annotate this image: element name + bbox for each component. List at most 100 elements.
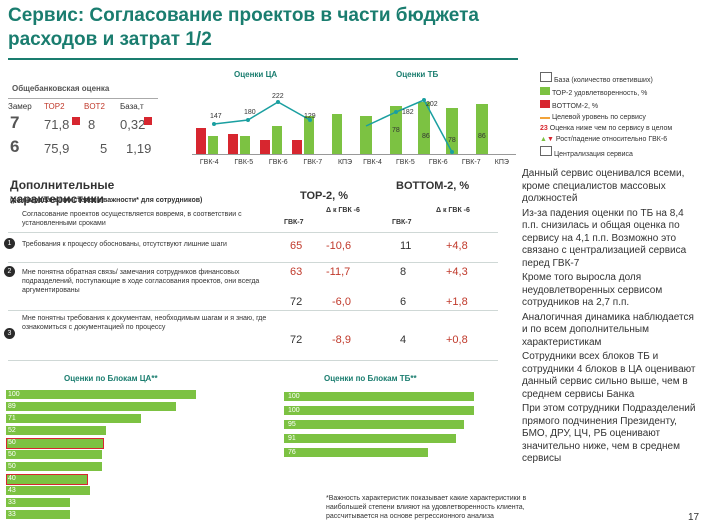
row3-bot2: 6	[400, 296, 407, 308]
row1-num: 1	[4, 238, 15, 249]
row1-text: Требования к процессу обоснованы, отсутс…	[22, 241, 227, 248]
row3-text: Мне понятны требования к документам, нео…	[22, 315, 267, 331]
blocks-tb: 100 100 95 91 76	[284, 390, 474, 470]
hdr-top2: ТОР2	[44, 102, 65, 111]
legend-swatch-top2	[540, 87, 550, 95]
block-ca-row-1	[6, 390, 196, 399]
block-ca-left-7: 50	[8, 463, 16, 470]
row1-bot2: 11	[400, 240, 412, 252]
row4-top2: 72	[290, 334, 303, 346]
down-arrow-icon	[72, 117, 80, 125]
chart-tb-axis: ГВК-4 ГВК-5 ГВК-6 ГВК-7 КПЭ	[356, 158, 516, 167]
row1-dbot: +4,8	[446, 240, 468, 252]
table-subheading: (ранжированы по степени важности* для со…	[10, 197, 203, 204]
bar-ca-green-4	[304, 116, 314, 154]
legend-change: Рост/падение относительно ГВК-6	[555, 136, 668, 143]
row1-bot2: 8	[88, 117, 96, 132]
chart-ca: 222 180 147 129	[192, 82, 360, 155]
tb-cat-4: ГВК-7	[461, 159, 481, 166]
tb-cat-2: ГВК-5	[396, 159, 415, 166]
bar-ca-green-3	[272, 126, 282, 154]
legend-top2: ТОР-2 удовлетворенность, %	[551, 90, 648, 97]
row2-text: Мне понятна обратная связь/ замечания со…	[22, 269, 260, 294]
ca-cat-2: ГВК-5	[234, 159, 254, 166]
down-arrow-icon	[144, 117, 152, 125]
ca-cat-5: КПЭ	[337, 159, 353, 166]
ca-label-3: 147	[210, 113, 222, 120]
hdr-bot2: BOT2	[84, 102, 105, 111]
up-arrow-icon: ▲	[540, 136, 547, 143]
bullet-6: При этом сотрудники Подразделений прямог…	[522, 403, 696, 464]
block-ca-left-1: 100	[8, 391, 20, 398]
row1-top2: 71,8	[44, 117, 70, 132]
legend-central: Централизация сервиса	[553, 151, 633, 158]
hdr-zamer: Замер	[8, 102, 32, 111]
ca-cat-1: ГВК-4	[199, 159, 219, 166]
legend: База (количество ответивших) ТОР-2 удовл…	[540, 72, 702, 159]
bullet-4: Аналогичная динамика наблюдается и по вс…	[522, 311, 694, 348]
block-tb-row-5	[284, 448, 428, 457]
row-divider	[8, 262, 498, 263]
block-ca-row-4	[6, 426, 106, 435]
bullet-5: Сотрудники всех блоков ТБ и сотрудники 4…	[522, 351, 696, 400]
down-arrow-icon: ▼	[546, 136, 554, 143]
col-gvk7-bot: ГВК-7	[392, 219, 412, 226]
row-divider	[8, 360, 498, 361]
tb-cat-1: ГВК-4	[363, 159, 382, 166]
row2-top2: 63	[290, 266, 303, 278]
row-divider	[8, 232, 498, 233]
legend-marker: 23	[540, 125, 548, 132]
chart-ca-title: Оценки ЦА	[234, 70, 278, 79]
blocks-ca: 100 89 71 52 50 50 50 40 43 33 33	[6, 388, 196, 526]
row-divider	[8, 310, 498, 311]
legend-swatch-target	[540, 117, 550, 119]
bar-tb-green-2	[390, 106, 402, 154]
block-ca-row-2	[6, 402, 176, 411]
row3-num: 3	[4, 328, 15, 339]
bullets: Данный сервис оценивался всеми, кроме сп…	[522, 168, 700, 466]
col-bottom2: BOTTOM-2, %	[396, 180, 470, 192]
legend-bot2: BOTTOM-2, %	[551, 103, 599, 110]
block-ca-left-6: 50	[8, 451, 16, 458]
block-ca-row-9	[6, 486, 90, 495]
chart-ca-line	[212, 100, 312, 126]
block-ca-left-5: 50	[8, 439, 16, 446]
col-delta-top: Δ к ГВК -6	[326, 207, 360, 214]
row2-num: 2	[4, 266, 15, 277]
block-ca-left-2: 89	[8, 403, 16, 410]
row0-text: Согласование проектов осуществляется вов…	[22, 211, 242, 227]
block-ca-left-11: 33	[8, 511, 16, 518]
col-gvk7-top: ГВК-7	[284, 219, 304, 226]
block-ca-left-10: 33	[8, 499, 16, 506]
legend-swatch-central	[540, 146, 552, 156]
tb-label-1: 202	[426, 101, 438, 108]
row2-top2: 75,9	[44, 141, 70, 156]
row4-dbot: +0,8	[446, 334, 468, 346]
bar-ca-red-2	[228, 134, 238, 154]
block-tb-left-2: 100	[288, 407, 300, 414]
row2-dbot: +4,3	[446, 266, 468, 278]
bar-ca-green-5	[332, 114, 342, 154]
block-tb-row-1	[284, 392, 474, 401]
table-heading: Дополнительные характеристики	[10, 178, 115, 206]
tb-label-4: 78	[392, 127, 400, 134]
bar-tb-green-1	[360, 116, 372, 154]
row3-dtop: -6,0	[332, 296, 351, 308]
row4-bot2: 4	[400, 334, 407, 346]
col-top2: ТОР-2, %	[300, 190, 349, 202]
tb-label-2: 182	[402, 109, 414, 116]
bar-ca-green-1	[208, 136, 218, 154]
row1-zamer: 7	[10, 113, 20, 132]
bar-tb-green-3	[418, 102, 430, 154]
bar-ca-red-3	[260, 140, 270, 154]
block-tb-row-3	[284, 420, 464, 429]
row2-bot2: 8	[400, 266, 407, 278]
chart-tb-line	[365, 98, 454, 154]
block-tb-left-1: 100	[288, 393, 300, 400]
bar-tb-green-4	[446, 108, 458, 154]
legend-base: База (количество ответивших)	[553, 77, 653, 84]
block-tb-row-2	[284, 406, 474, 415]
bar-ca-red-4	[292, 140, 302, 154]
page-number: 17	[688, 512, 700, 523]
hdr-base: База,т	[120, 102, 144, 111]
